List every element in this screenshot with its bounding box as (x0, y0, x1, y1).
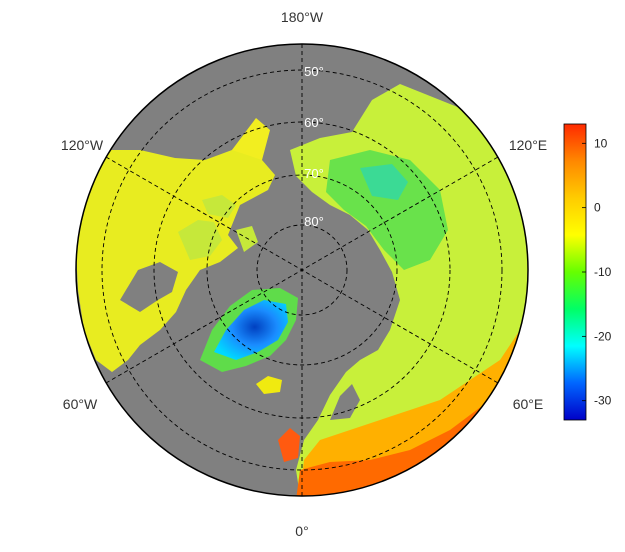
meridian-label-upper-left: 120°W (61, 137, 104, 153)
canadian-archipelago (178, 195, 258, 260)
siberia-colder (360, 164, 408, 200)
latitude-label-70: 70° (304, 166, 324, 181)
meridian-label-top: 180°W (281, 9, 324, 25)
colorbar-tick-label: -30 (594, 394, 612, 408)
colorbar-tick-label: 0 (594, 201, 601, 215)
meridian-label-upper-right: 120°E (509, 137, 547, 153)
latitude-label-60: 60° (304, 115, 324, 130)
colorbar: 10 0 -10 -20 -30 (563, 123, 612, 421)
meridian-label-bottom: 0° (295, 523, 308, 539)
map-border (75, 43, 529, 497)
meridian-label-lower-right: 60°E (513, 396, 544, 412)
iceland-land (256, 376, 282, 394)
hudson-bay (120, 262, 178, 312)
latitude-label-80: 80° (304, 214, 324, 229)
colorbar-tick-label: -20 (594, 329, 612, 343)
latitude-label-50: 50° (304, 64, 324, 79)
meridian-label-lower-left: 60°W (63, 396, 98, 412)
greenland-ice (214, 300, 288, 360)
scandinavia-sea (330, 384, 360, 420)
graticule (101, 44, 503, 496)
british-isles (278, 428, 300, 462)
north-america-land (76, 130, 275, 372)
alaska-land (232, 118, 270, 160)
siberia-cold (326, 150, 448, 270)
colorbar-tick-label: -10 (594, 265, 612, 279)
colorbar-tick-label: 10 (594, 136, 608, 150)
